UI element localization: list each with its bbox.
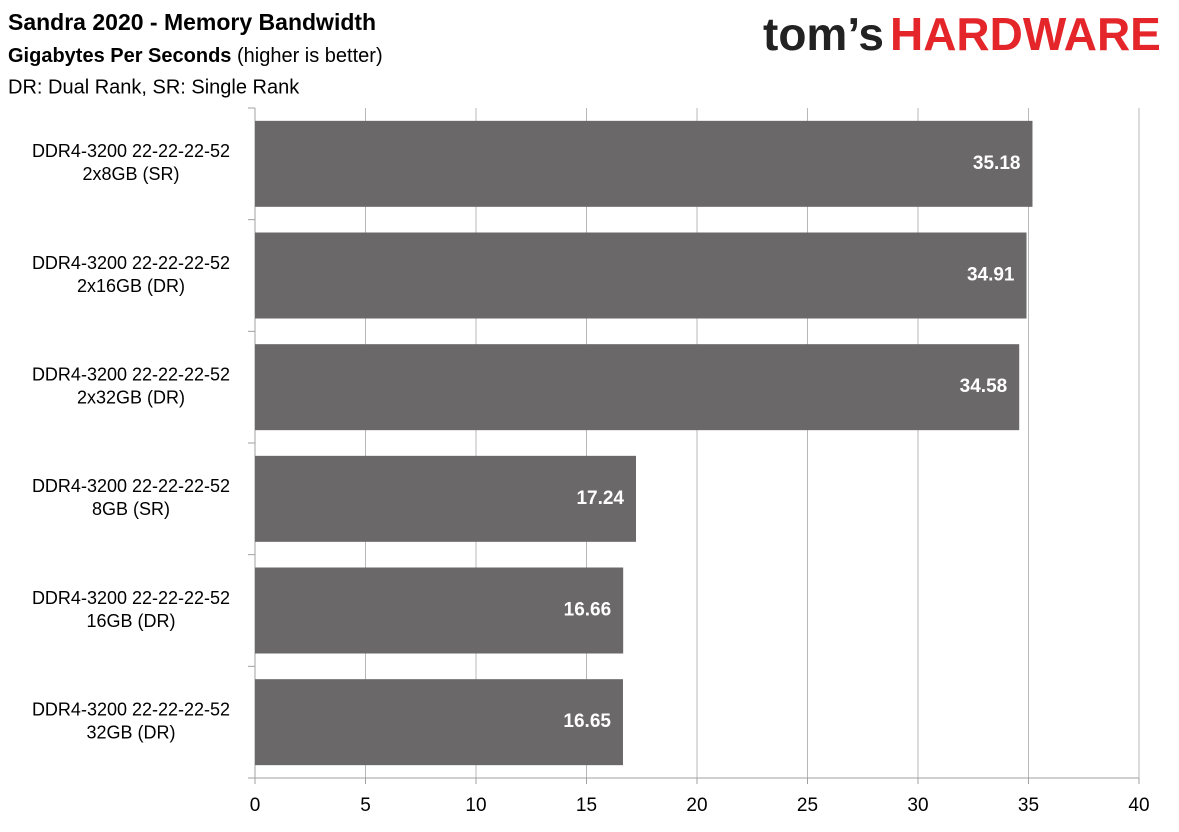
logo: tom’s HARDWARE	[763, 8, 1161, 60]
bar	[255, 344, 1020, 431]
logo-hardware: HARDWARE	[890, 8, 1161, 60]
y-tick-label: DDR4-3200 22-22-22-52	[32, 141, 230, 161]
y-tick-label: 2x16GB (DR)	[77, 276, 185, 296]
y-tick-label: DDR4-3200 22-22-22-52	[32, 476, 230, 496]
y-tick-label: DDR4-3200 22-22-22-52	[32, 699, 230, 719]
bar	[255, 567, 624, 654]
subtitle-extra: (higher is better)	[237, 45, 383, 67]
y-tick-label: DDR4-3200 22-22-22-52	[32, 588, 230, 608]
value-label: 34.91	[967, 265, 1015, 286]
y-tick-label: DDR4-3200 22-22-22-52	[32, 364, 230, 384]
x-tick-label: 35	[1018, 795, 1039, 816]
chart-title: Sandra 2020 - Memory Bandwidth	[8, 9, 376, 35]
y-tick-label: 2x32GB (DR)	[77, 387, 185, 407]
value-label: 16.65	[563, 711, 611, 732]
bar	[255, 455, 637, 542]
y-tick-label: 32GB (DR)	[86, 722, 175, 742]
y-tick-label: 8GB (SR)	[92, 499, 170, 519]
y-tick-label: 2x8GB (SR)	[82, 164, 179, 184]
value-label: 34.58	[960, 376, 1008, 397]
x-tick-label: 30	[907, 795, 928, 816]
logo-toms: tom’s	[763, 8, 884, 60]
chart-note: DR: Dual Rank, SR: Single Rank	[8, 76, 300, 98]
x-tick-label: 20	[686, 795, 707, 816]
x-tick-label: 40	[1128, 795, 1149, 816]
bar	[255, 232, 1027, 319]
value-label: 35.18	[973, 153, 1021, 174]
x-tick-label: 15	[576, 795, 597, 816]
chart-subtitle: Gigabytes Per Seconds (higher is better)	[8, 45, 383, 67]
bar	[255, 679, 623, 766]
x-tick-label: 5	[360, 795, 371, 816]
subtitle-main: Gigabytes Per Seconds	[8, 45, 231, 67]
x-tick-label: 0	[250, 795, 261, 816]
x-tick-label: 25	[797, 795, 818, 816]
y-tick-label: 16GB (DR)	[86, 611, 175, 631]
value-label: 16.66	[564, 600, 612, 621]
bar	[255, 120, 1033, 207]
y-tick-label: DDR4-3200 22-22-22-52	[32, 253, 230, 273]
x-tick-label: 10	[465, 795, 486, 816]
value-label: 17.24	[576, 488, 624, 509]
